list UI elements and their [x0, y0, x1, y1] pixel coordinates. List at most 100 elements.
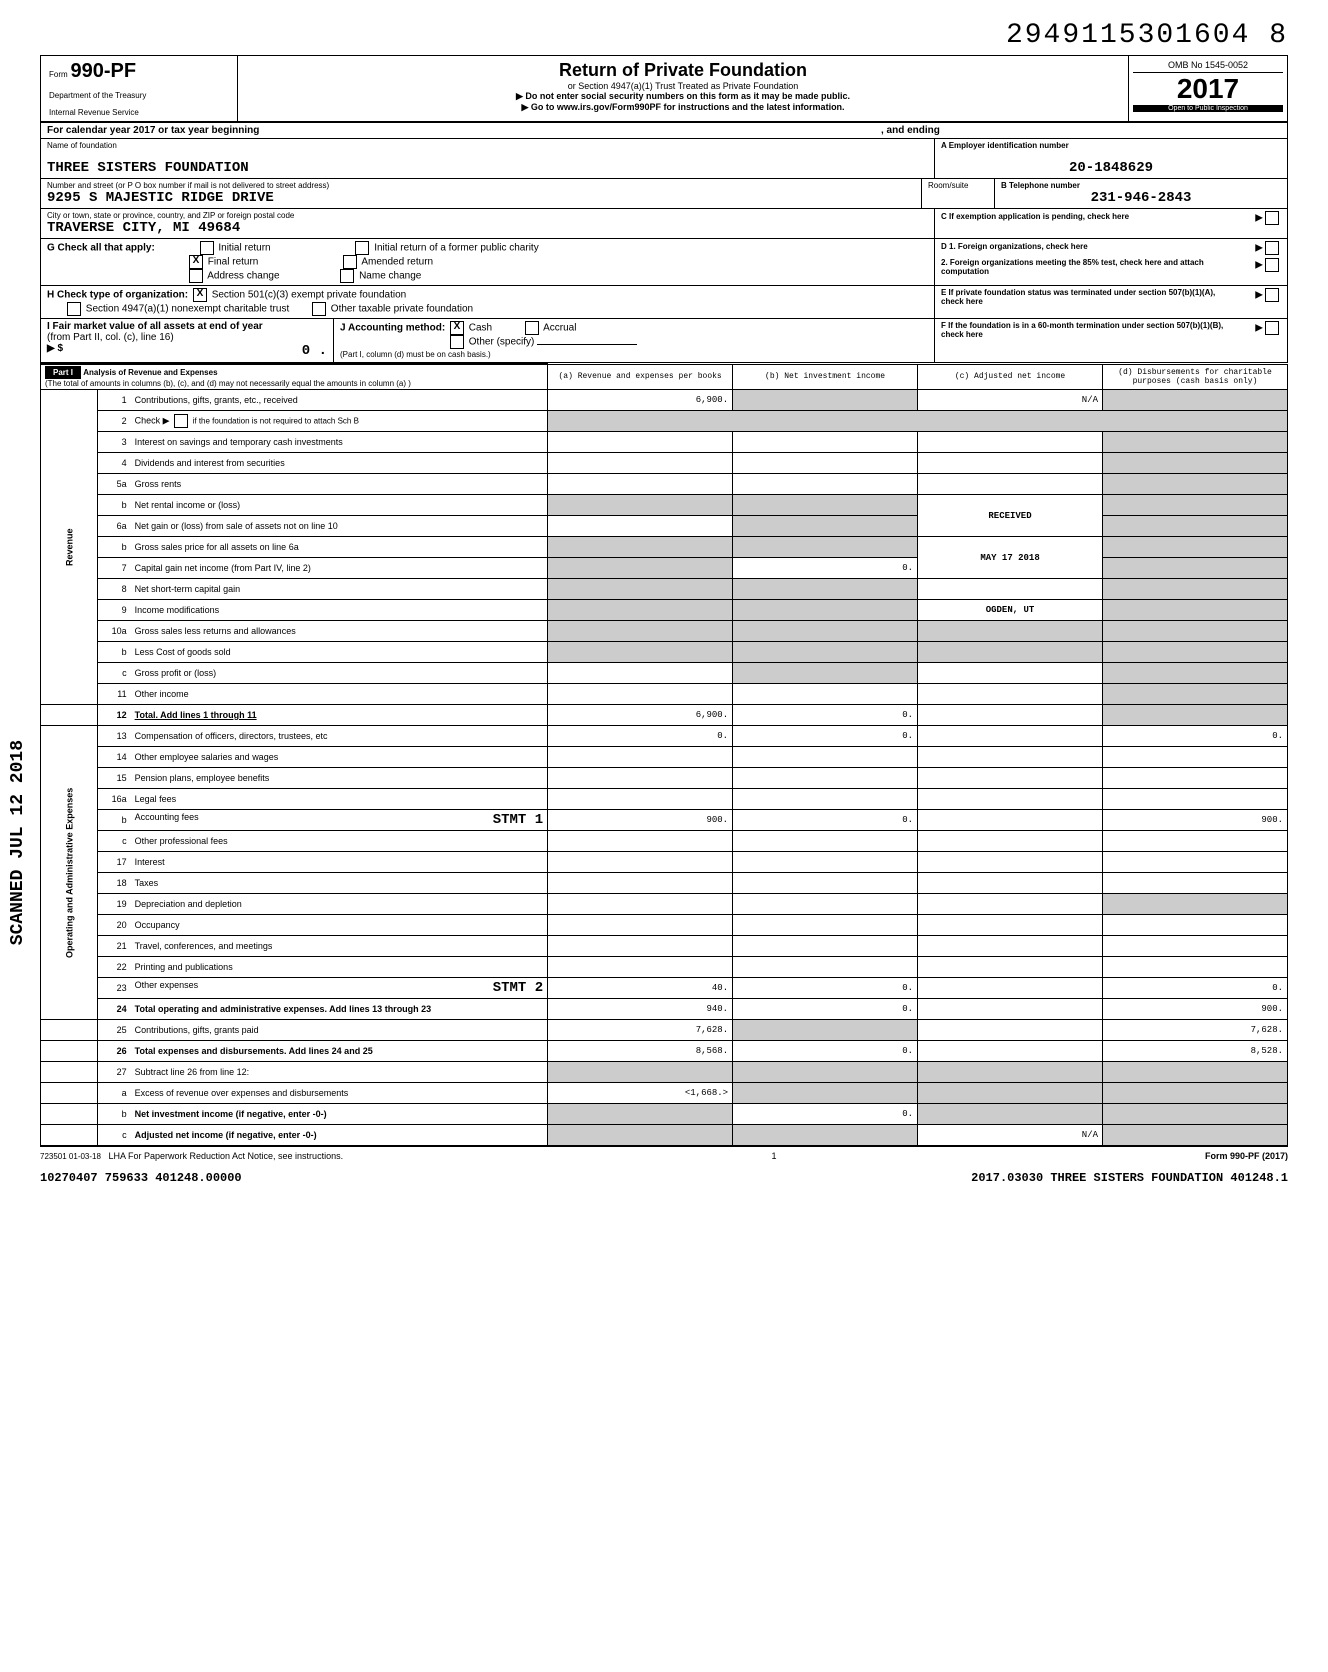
r23-a: 40.: [548, 978, 733, 999]
r27b-b: 0.: [733, 1104, 918, 1125]
address-value: 9295 S MAJESTIC RIDGE DRIVE: [47, 190, 915, 206]
name-change-checkbox[interactable]: [340, 269, 354, 283]
r12-num: 12: [97, 705, 130, 726]
telephone-value: 231-946-2843: [1001, 190, 1281, 206]
r12-a: 6,900.: [548, 705, 733, 726]
r10a-num: 10a: [97, 621, 130, 642]
r10c-desc: Gross profit or (loss): [131, 663, 548, 684]
city-value: TRAVERSE CITY, MI 49684: [47, 220, 928, 236]
r1-desc: Contributions, gifts, grants, etc., rece…: [131, 390, 548, 411]
address-label: Number and street (or P O box number if …: [47, 181, 915, 190]
revenue-side-label: Revenue: [41, 390, 98, 705]
r2-vals: [548, 411, 1288, 432]
r27b-num: b: [97, 1104, 130, 1125]
r5a-num: 5a: [97, 474, 130, 495]
initial-return-checkbox[interactable]: [200, 241, 214, 255]
r14-desc: Other employee salaries and wages: [131, 747, 548, 768]
r13-d: 0.: [1103, 726, 1288, 747]
r23-b: 0.: [733, 978, 918, 999]
r7-num: 7: [97, 558, 130, 579]
section-i-label: I Fair market value of all assets at end…: [47, 321, 263, 332]
r27-desc: Subtract line 26 from line 12:: [131, 1062, 548, 1083]
col-a-header: (a) Revenue and expenses per books: [548, 364, 733, 390]
r24-num: 24: [97, 999, 130, 1020]
r13-b: 0.: [733, 726, 918, 747]
r13-a: 0.: [548, 726, 733, 747]
section-d2-label: 2. Foreign organizations meeting the 85%…: [941, 258, 1221, 276]
r7-desc: Capital gain net income (from Part IV, l…: [131, 558, 548, 579]
address-change-checkbox[interactable]: [189, 269, 203, 283]
amended-return-label: Amended return: [361, 257, 433, 268]
h-501c3-checkbox[interactable]: X: [193, 288, 207, 302]
final-return-checkbox[interactable]: X: [189, 255, 203, 269]
r2-desc: Check ▶ if the foundation is not require…: [131, 411, 548, 432]
form-number: 990-PF: [70, 60, 136, 82]
r27-num: 27: [97, 1062, 130, 1083]
scanned-stamp: SCANNED JUL 12 2018: [8, 740, 28, 945]
r10c-num: c: [97, 663, 130, 684]
r2-checkbox[interactable]: [174, 414, 188, 428]
footer-form: Form 990-PF (2017): [1205, 1151, 1288, 1161]
j-other-checkbox[interactable]: [450, 335, 464, 349]
footer-page: 1: [772, 1151, 777, 1161]
expenses-side-label: Operating and Administrative Expenses: [41, 726, 98, 1020]
r23-num: 23: [97, 978, 130, 999]
ending-label: , and ending: [875, 123, 1287, 138]
r18-num: 18: [97, 873, 130, 894]
j-accrual-checkbox[interactable]: [525, 321, 539, 335]
room-suite-label: Room/suite: [922, 179, 995, 208]
r14-num: 14: [97, 747, 130, 768]
r6a-desc: Net gain or (loss) from sale of assets n…: [131, 516, 548, 537]
ogden-stamp: OGDEN, UT: [918, 600, 1103, 621]
amended-return-checkbox[interactable]: [343, 255, 357, 269]
form-subtitle3: ▶ Go to www.irs.gov/Form990PF for instru…: [242, 102, 1124, 113]
r23-desc: Other expenses STMT 2: [131, 978, 548, 999]
r16b-d: 900.: [1103, 810, 1288, 831]
r5b-num: b: [97, 495, 130, 516]
r22-desc: Printing and publications: [131, 957, 548, 978]
form-subtitle2: ▶ Do not enter social security numbers o…: [242, 91, 1124, 102]
r26-b: 0.: [733, 1041, 918, 1062]
r27b-desc: Net investment income (if negative, ente…: [131, 1104, 548, 1125]
section-e-label: E If private foundation status was termi…: [941, 288, 1231, 306]
section-j-label: J Accounting method:: [340, 323, 445, 334]
r3-desc: Interest on savings and temporary cash i…: [131, 432, 548, 453]
r1-d: [1103, 390, 1288, 411]
section-f-checkbox[interactable]: [1265, 321, 1279, 335]
r1-b: [733, 390, 918, 411]
form-header: Form 990-PF Department of the Treasury I…: [40, 55, 1288, 123]
section-c-checkbox[interactable]: [1265, 211, 1279, 225]
date-stamp: MAY 17 2018: [918, 537, 1103, 579]
d1-checkbox[interactable]: [1265, 241, 1279, 255]
section-i-dollar: ▶ $: [47, 343, 63, 354]
r22-num: 22: [97, 957, 130, 978]
h-other-checkbox[interactable]: [312, 302, 326, 316]
r20-desc: Occupancy: [131, 915, 548, 936]
d2-checkbox[interactable]: [1265, 258, 1279, 272]
section-e-checkbox[interactable]: [1265, 288, 1279, 302]
r26-desc: Total expenses and disbursements. Add li…: [131, 1041, 548, 1062]
form-subtitle1: or Section 4947(a)(1) Trust Treated as P…: [242, 81, 1124, 91]
tax-year: 2017: [1133, 73, 1283, 105]
col-b-header: (b) Net investment income: [733, 364, 918, 390]
r26-a: 8,568.: [548, 1041, 733, 1062]
r24-a: 940.: [548, 999, 733, 1020]
r1-num: 1: [97, 390, 130, 411]
r19-num: 19: [97, 894, 130, 915]
initial-former-checkbox[interactable]: [355, 241, 369, 255]
r27a-desc: Excess of revenue over expenses and disb…: [131, 1083, 548, 1104]
name-change-label: Name change: [359, 271, 421, 282]
calendar-year-label: For calendar year 2017 or tax year begin…: [41, 123, 875, 138]
r25-desc: Contributions, gifts, grants paid: [131, 1020, 548, 1041]
j-cash-checkbox[interactable]: X: [450, 321, 464, 335]
r17-num: 17: [97, 852, 130, 873]
ein-label: A Employer identification number: [941, 141, 1281, 150]
section-g-label: G Check all that apply:: [47, 243, 155, 254]
col-c-header: (c) Adjusted net income: [918, 364, 1103, 390]
h-4947-checkbox[interactable]: [67, 302, 81, 316]
r11-desc: Other income: [131, 684, 548, 705]
part1-label: Part I: [45, 366, 81, 379]
ein-value: 20-1848629: [941, 160, 1281, 176]
r6b-desc: Gross sales price for all assets on line…: [131, 537, 548, 558]
r18-desc: Taxes: [131, 873, 548, 894]
